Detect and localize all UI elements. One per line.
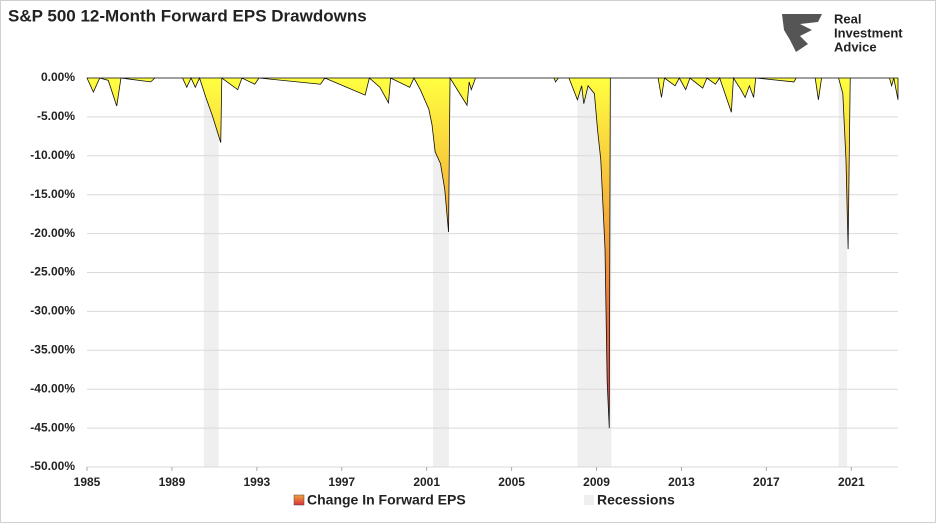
- legend-swatch: [293, 494, 305, 506]
- y-tick-label: -25.00%: [30, 265, 75, 279]
- y-tick-label: -35.00%: [30, 342, 75, 356]
- logo-text: Investment: [834, 25, 903, 40]
- chart-title: S&P 500 12-Month Forward EPS Drawdowns: [8, 6, 367, 25]
- y-tick-label: -5.00%: [37, 109, 75, 123]
- y-tick-label: -30.00%: [30, 304, 75, 318]
- x-tick-label: 1989: [159, 475, 186, 489]
- area: [86, 76, 899, 429]
- logo: Real Investment Advice: [782, 11, 903, 54]
- legend-label: Change In Forward EPS: [307, 492, 466, 508]
- x-tick-label: 1997: [328, 475, 355, 489]
- x-tick-label: 2017: [753, 475, 780, 489]
- x-tick-label: 1993: [243, 475, 270, 489]
- legend-swatch: [584, 495, 594, 505]
- x-tick-label: 2005: [498, 475, 525, 489]
- legend-label: Recessions: [597, 492, 675, 508]
- y-tick-label: -15.00%: [30, 187, 75, 201]
- y-tick-label: -50.00%: [30, 459, 75, 473]
- logo-icon: [782, 14, 822, 52]
- x-tick-label: 2001: [413, 475, 440, 489]
- x-tick-label: 2021: [838, 475, 865, 489]
- x-tick-label: 2013: [668, 475, 695, 489]
- y-tick-label: -45.00%: [30, 420, 75, 434]
- y-tick-label: 0.00%: [41, 70, 75, 84]
- x-tick-label: 1985: [74, 475, 101, 489]
- logo-text: Real: [834, 11, 861, 26]
- y-tick-label: -40.00%: [30, 381, 75, 395]
- y-tick-label: -10.00%: [30, 148, 75, 162]
- logo-text: Advice: [834, 39, 877, 54]
- x-tick-label: 2009: [583, 475, 610, 489]
- y-tick-label: -20.00%: [30, 226, 75, 240]
